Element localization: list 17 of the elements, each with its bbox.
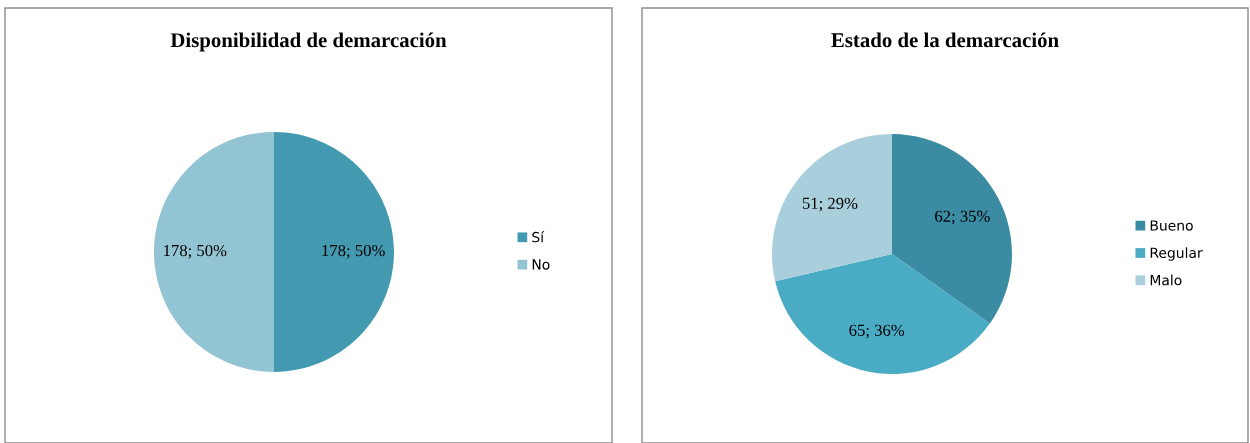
chart-title: Disponibilidad de demarcación <box>170 32 447 52</box>
data-label: 51; 29% <box>802 197 858 212</box>
pie-slice <box>154 132 274 372</box>
pie-slice <box>772 134 892 282</box>
legend-label: Malo <box>1150 274 1182 286</box>
pie-slice <box>775 254 990 374</box>
data-label: 178; 50% <box>322 244 385 259</box>
legend-label: Regular <box>1150 247 1203 261</box>
data-label: 62; 35% <box>935 210 990 225</box>
pie-slice <box>892 134 1012 324</box>
pie-slice <box>274 132 394 372</box>
legend-label: Sí <box>532 231 545 243</box>
chart-title: Estado de la demarcación <box>831 32 1059 48</box>
legend-label: No <box>532 259 550 270</box>
data-label: 65; 36% <box>849 324 905 339</box>
data-label: 178; 50% <box>164 244 227 259</box>
legend-label: Bueno <box>1150 220 1193 231</box>
